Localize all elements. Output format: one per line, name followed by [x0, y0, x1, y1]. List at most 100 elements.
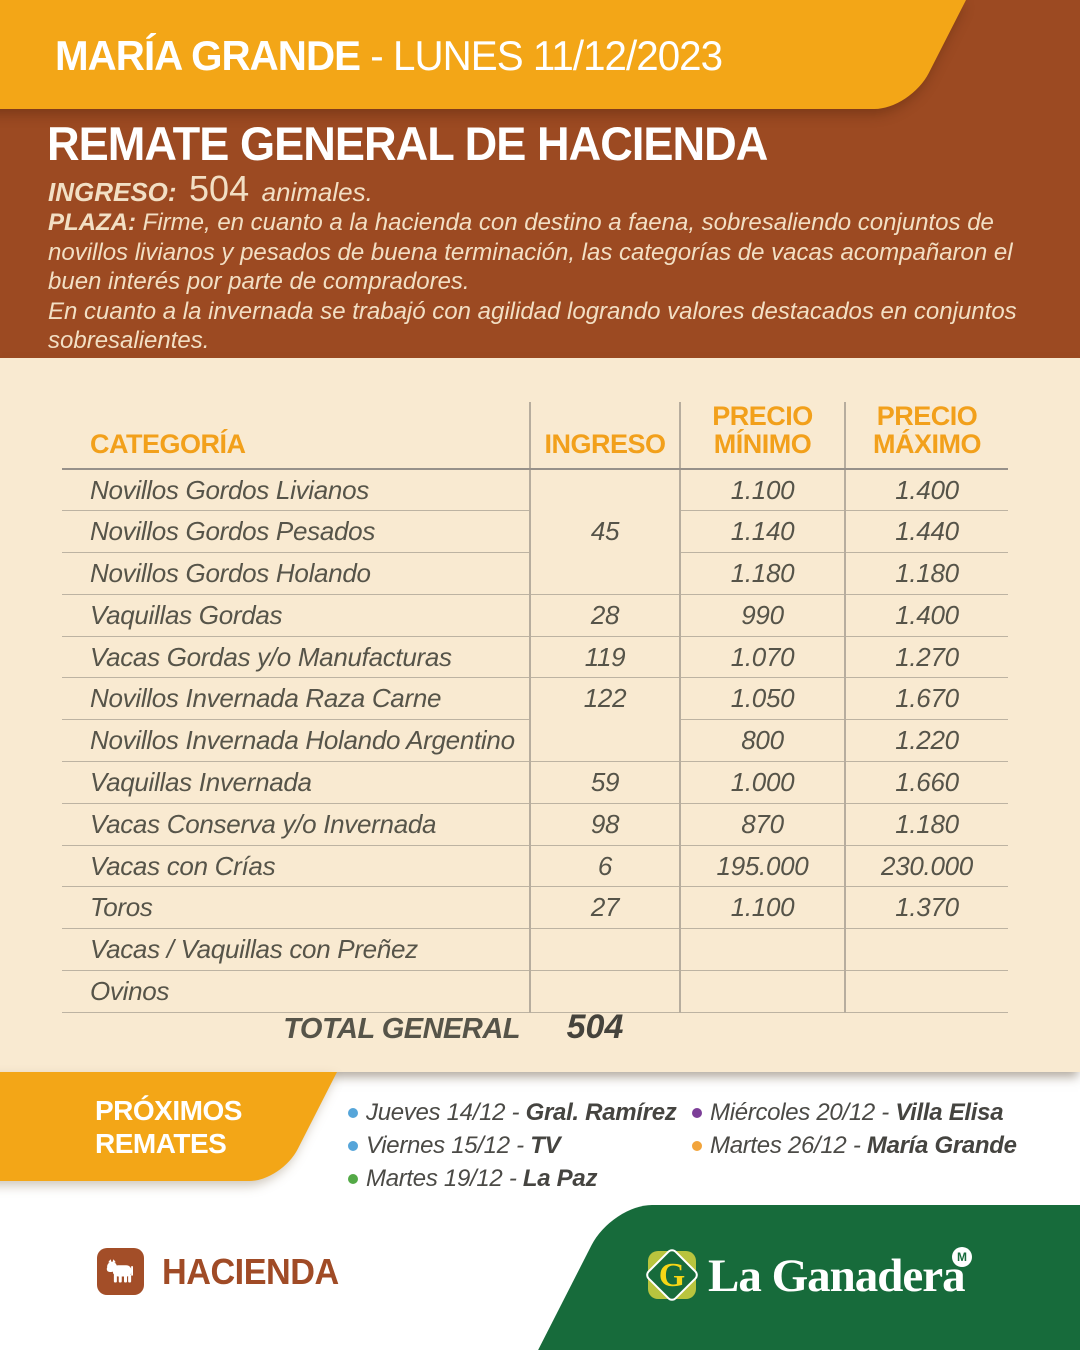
table-cell: Novillos Gordos Holando [62, 552, 530, 595]
table-cell [529, 928, 680, 972]
table-cell: 1.220 [844, 719, 1008, 763]
table-row: Novillos Gordos Livianos 45 1.100 1.400 [62, 469, 1008, 595]
upcoming-event: Martes 19/12 - La Paz [348, 1162, 676, 1195]
upcoming-event: Miércoles 20/12 - Villa Elisa [692, 1096, 1017, 1129]
hacienda-label: HACIENDA [162, 1250, 340, 1292]
table-cell: Vacas / Vaquillas con Preñez [62, 928, 530, 972]
table-cell: 800 [679, 719, 845, 763]
event-place: Villa Elisa [895, 1099, 1004, 1126]
col-header-categoria: CATEGORÍA [62, 402, 530, 470]
event-date: Viernes 15/12 - [366, 1132, 531, 1159]
table-cell: 98 [529, 803, 680, 846]
event-bullet-icon [348, 1174, 358, 1184]
ingreso-summary: INGRESO: 504 animales. [48, 168, 373, 210]
plaza-label: PLAZA: [48, 209, 136, 236]
upcoming-title: PRÓXIMOS REMATES [95, 1094, 242, 1160]
table-cell: 870 [679, 803, 845, 846]
table-cell: 27 [529, 886, 680, 930]
table-cell: 1.000 [679, 761, 845, 804]
table-row: Novillos Invernada Holando Argentino 800 1… [62, 719, 1008, 763]
event-date: Jueves 14/12 - [366, 1099, 526, 1126]
banner-location: MARÍA GRANDE [55, 32, 361, 79]
table-cell: Toros [62, 886, 530, 930]
table-cell: Vaquillas Invernada [62, 761, 530, 804]
upcoming-title-line2: REMATES [95, 1128, 227, 1159]
plaza-text-1: Firme, en cuanto a la hacienda con desti… [48, 209, 1013, 295]
table-row: Ovinos [62, 970, 1008, 1013]
table-cell: Novillos Invernada Holando Argentino [62, 719, 530, 763]
event-bullet-icon [348, 1141, 358, 1151]
table-cell [679, 970, 845, 1013]
table-cell: 1.050 [679, 677, 845, 721]
hero-section: MARÍA GRANDE - LUNES 11/12/2023 REMATE G… [0, 0, 1080, 358]
table-cell: 1.140 [679, 510, 845, 554]
table-cell: Vaquillas Gordas [62, 594, 530, 637]
event-bullet-icon [692, 1141, 702, 1151]
event-place: Gral. Ramírez [525, 1099, 677, 1126]
ingreso-suffix: animales. [261, 177, 373, 207]
table-row: Vacas Conserva y/o Invernada 98 870 1.180 [62, 803, 1008, 846]
table-cell: 122 [529, 677, 680, 763]
table-cell: 59 [529, 761, 680, 804]
table-cell: 195.000 [679, 845, 845, 888]
brand-name: La Ganadera [708, 1250, 966, 1302]
upcoming-title-line1: PRÓXIMOS [95, 1095, 242, 1126]
table-cell: 1.180 [844, 803, 1008, 846]
event-place: TV [530, 1132, 561, 1159]
table-cell: 1.100 [679, 886, 845, 930]
total-value: 504 [566, 1008, 624, 1046]
event-bullet-icon [692, 1108, 702, 1118]
table-cell: 1.180 [844, 552, 1008, 595]
table-cell: Ovinos [62, 970, 530, 1013]
table-row: Novillos Gordos Holando 1.180 1.180 [62, 552, 1008, 595]
event-date: Martes 26/12 - [710, 1132, 867, 1159]
plaza-report: PLAZA: Firme, en cuanto a la hacienda co… [48, 208, 1033, 356]
upcoming-event: Jueves 14/12 - Gral. Ramírez [348, 1096, 677, 1129]
event-place: María Grande [866, 1132, 1017, 1159]
table-row: Vacas Gordas y/o Manufacturas 119 1.070 1.2… [62, 636, 1008, 679]
table-cell [844, 928, 1008, 972]
table-cell: 1.400 [844, 469, 1008, 512]
table-row: Vacas / Vaquillas con Preñez [62, 928, 1008, 972]
upcoming-events-column-1: Jueves 14/12 - Gral. Ramírez Viernes 15/1… [348, 1096, 677, 1195]
hacienda-logo: HACIENDA [97, 1248, 348, 1295]
upcoming-event: Viernes 15/12 - TV [348, 1129, 676, 1162]
table-cell [679, 928, 845, 972]
brand-initial: G [658, 1257, 686, 1294]
table-cell: Vacas con Crías [62, 845, 530, 888]
table-row: Vacas con Crías 6 195.000 230.000 [62, 845, 1008, 888]
page-title: REMATE GENERAL DE HACIENDA [47, 117, 768, 170]
table-cell: 230.000 [844, 845, 1008, 888]
table-cell: 1.100 [679, 469, 845, 512]
plaza-paragraph-2: En cuanto a la invernada se trabajó con … [48, 297, 1017, 355]
event-bullet-icon [348, 1108, 358, 1118]
table-cell: Novillos Gordos Livianos [62, 469, 530, 512]
ingreso-label: INGRESO: [48, 177, 177, 207]
event-date: Miércoles 20/12 - [710, 1099, 896, 1126]
event-date: Martes 19/12 - [366, 1165, 523, 1192]
table-header-row: CATEGORÍA INGRESO PRECIO MÍNIMO PRECIO M… [62, 402, 1008, 470]
event-place: La Paz [522, 1165, 598, 1192]
table-row: Vaquillas Invernada 59 1.000 1.660 [62, 761, 1008, 804]
ingreso-value: 504 [189, 168, 250, 209]
brand-badge: G [643, 1246, 701, 1304]
table-cell: 6 [529, 845, 680, 888]
table-header: CATEGORÍA INGRESO PRECIO MÍNIMO PRECIO M… [62, 402, 1008, 470]
table-row: Vaquillas Gordas 28 990 1.400 [62, 594, 1008, 637]
total-label: TOTAL GENERAL [283, 1013, 520, 1045]
table-cell: 28 [529, 594, 680, 637]
table-cell [844, 970, 1008, 1013]
col-header-precio-minimo: PRECIO MÍNIMO [679, 402, 845, 470]
table-cell: 1.670 [844, 677, 1008, 721]
plaza-paragraph-1: PLAZA: Firme, en cuanto a la hacienda co… [48, 208, 1033, 297]
trademark-icon: M [952, 1247, 972, 1267]
table-cell: 1.070 [679, 636, 845, 679]
upcoming-event: Martes 26/12 - María Grande [692, 1129, 1017, 1162]
col-header-precio-maximo: PRECIO MÁXIMO [844, 402, 1008, 470]
table-cell [529, 970, 680, 1013]
table-cell: 1.440 [844, 510, 1008, 554]
table-cell: Novillos Gordos Pesados [62, 510, 530, 554]
table-body: Novillos Gordos Livianos 45 1.100 1.400 Novi… [62, 469, 1008, 1013]
total-row: TOTAL GENERAL 504 [62, 1008, 1008, 1050]
